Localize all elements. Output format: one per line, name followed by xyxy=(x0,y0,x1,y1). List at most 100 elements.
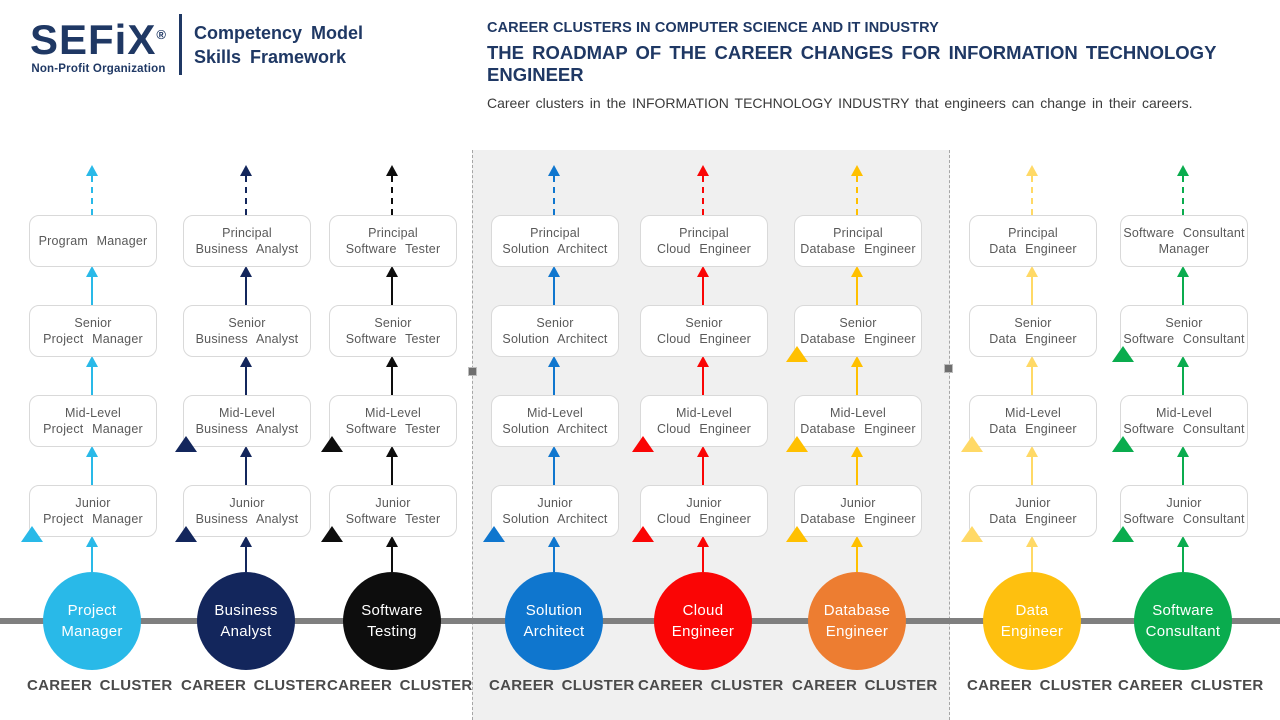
career-level-box: Mid-Level Database Engineer xyxy=(786,395,922,452)
arrow-line xyxy=(1031,455,1033,485)
career-role-label: Project Manager xyxy=(43,332,143,346)
promotion-arrow xyxy=(1118,266,1248,305)
arrow-line xyxy=(1031,365,1033,395)
career-role-label: Project Manager xyxy=(43,422,143,436)
career-level-label: Junior xyxy=(75,496,111,510)
promotion-arrow xyxy=(27,536,157,572)
arrow-up-icon xyxy=(86,356,98,367)
career-level-box: Mid-Level Data Engineer xyxy=(961,395,1097,452)
career-role-label: Cloud Engineer xyxy=(657,242,751,256)
promotion-arrow xyxy=(327,266,457,305)
promotion-arrow xyxy=(967,356,1097,395)
career-level-box: Principal Database Engineer xyxy=(794,215,922,267)
cluster-name-line2: Consultant xyxy=(1145,623,1221,640)
career-role-label: Cloud Engineer xyxy=(657,422,751,436)
career-level-label: Mid-Level xyxy=(676,406,732,420)
career-role-label: Software Consultant xyxy=(1123,512,1245,526)
arrow-up-icon xyxy=(548,536,560,547)
arrow-line xyxy=(1182,275,1184,305)
promotion-arrow xyxy=(638,536,768,572)
career-role-label: Solution Architect xyxy=(502,242,608,256)
arrow-line xyxy=(1031,275,1033,305)
promotion-arrow xyxy=(181,536,311,572)
page-supertitle: CAREER CLUSTERS IN COMPUTER SCIENCE AND … xyxy=(487,20,939,36)
band-right-handle xyxy=(944,364,953,373)
arrow-line xyxy=(91,545,93,572)
career-cluster-label: CAREER CLUSTER xyxy=(27,677,173,694)
promotion-arrow xyxy=(327,536,457,572)
arrow-up-icon xyxy=(86,446,98,457)
career-level-label: Principal xyxy=(368,226,418,240)
triangle-marker-icon xyxy=(321,436,343,452)
dashed-arrow-line xyxy=(856,176,858,215)
promotion-arrow xyxy=(27,266,157,305)
career-level-label: Mid-Level xyxy=(365,406,421,420)
career-role-label: Database Engineer xyxy=(800,512,916,526)
career-level-label: Principal xyxy=(679,226,729,240)
career-level-box: Senior Cloud Engineer xyxy=(640,305,768,357)
dashed-arrow-line xyxy=(391,176,393,215)
career-cluster-circle: Business Analyst xyxy=(197,572,295,670)
career-level-box: Junior Software Tester xyxy=(321,485,457,542)
career-level-label: Junior xyxy=(1015,496,1051,510)
career-level-box: Senior Project Manager xyxy=(29,305,157,357)
career-level-box: Senior Software Consultant xyxy=(1112,305,1248,362)
career-column-software-testing: Principal Software Tester Senior Softwar… xyxy=(321,150,472,720)
cluster-name-line2: Analyst xyxy=(220,623,272,640)
triangle-marker-icon xyxy=(483,526,505,542)
career-level-box: Senior Business Analyst xyxy=(183,305,311,357)
arrow-up-icon xyxy=(697,446,709,457)
career-level-box: Principal Data Engineer xyxy=(969,215,1097,267)
career-level-label: Principal xyxy=(1008,226,1058,240)
dashed-arrow-line xyxy=(702,176,704,215)
career-role-label: Software Consultant xyxy=(1123,332,1245,346)
career-column-business-analyst: Principal Business Analyst Senior Busine… xyxy=(175,150,327,720)
career-role-label: Data Engineer xyxy=(989,332,1077,346)
career-level-box: Mid-Level Software Tester xyxy=(321,395,457,452)
career-level-box: Principal Business Analyst xyxy=(183,215,311,267)
triangle-marker-icon xyxy=(632,436,654,452)
arrow-line xyxy=(391,365,393,395)
promotion-arrow xyxy=(489,266,619,305)
arrow-up-icon xyxy=(851,446,863,457)
cluster-name-line1: Solution xyxy=(525,602,583,619)
arrow-up-icon xyxy=(1177,165,1189,176)
career-role-label: Database Engineer xyxy=(800,422,916,436)
career-role-label: Solution Architect xyxy=(502,512,608,526)
cluster-name-line1: Database xyxy=(823,602,891,619)
arrow-line xyxy=(245,275,247,305)
career-level-box: Junior Data Engineer xyxy=(961,485,1097,542)
dashed-arrow-line xyxy=(553,176,555,215)
triangle-marker-icon xyxy=(1112,526,1134,542)
arrow-up-icon xyxy=(548,165,560,176)
dashed-arrow-line xyxy=(1182,176,1184,215)
career-level-label: Principal xyxy=(530,226,580,240)
page-title: THE ROADMAP OF THE CAREER CHANGES FOR IN… xyxy=(487,42,1217,85)
triangle-marker-icon xyxy=(961,526,983,542)
career-level-label: Senior xyxy=(685,316,723,330)
career-level-label: Junior xyxy=(229,496,265,510)
triangle-marker-icon xyxy=(961,436,983,452)
career-level-box: Mid-Level Project Manager xyxy=(29,395,157,447)
cluster-name-line1: Cloud xyxy=(682,602,724,619)
career-level-label: Senior xyxy=(74,316,112,330)
promotion-arrow xyxy=(1118,536,1248,572)
promotion-arrow xyxy=(792,356,922,395)
arrow-up-icon xyxy=(240,266,252,277)
career-role-label: Cloud Engineer xyxy=(657,512,751,526)
career-cluster-label: CAREER CLUSTER xyxy=(181,677,327,694)
career-cluster-label: CAREER CLUSTER xyxy=(792,677,938,694)
career-column-project-manager: Program Manager Senior Project Manager M… xyxy=(21,150,173,720)
arrow-line xyxy=(702,275,704,305)
arrow-line xyxy=(1182,545,1184,572)
career-cluster-circle: Data Engineer xyxy=(983,572,1081,670)
career-cluster-circle: Project Manager xyxy=(43,572,141,670)
career-level-box: Senior Solution Architect xyxy=(491,305,619,357)
career-role-label: Software Tester xyxy=(345,422,441,436)
dashed-arrow-line xyxy=(245,176,247,215)
arrow-up-icon xyxy=(1177,266,1189,277)
page-subtitle: Career clusters in the INFORMATION TECHN… xyxy=(487,95,1193,111)
career-column-software-consultant: Software Consultant Manager Senior Softw… xyxy=(1112,150,1263,720)
arrow-up-icon xyxy=(240,356,252,367)
